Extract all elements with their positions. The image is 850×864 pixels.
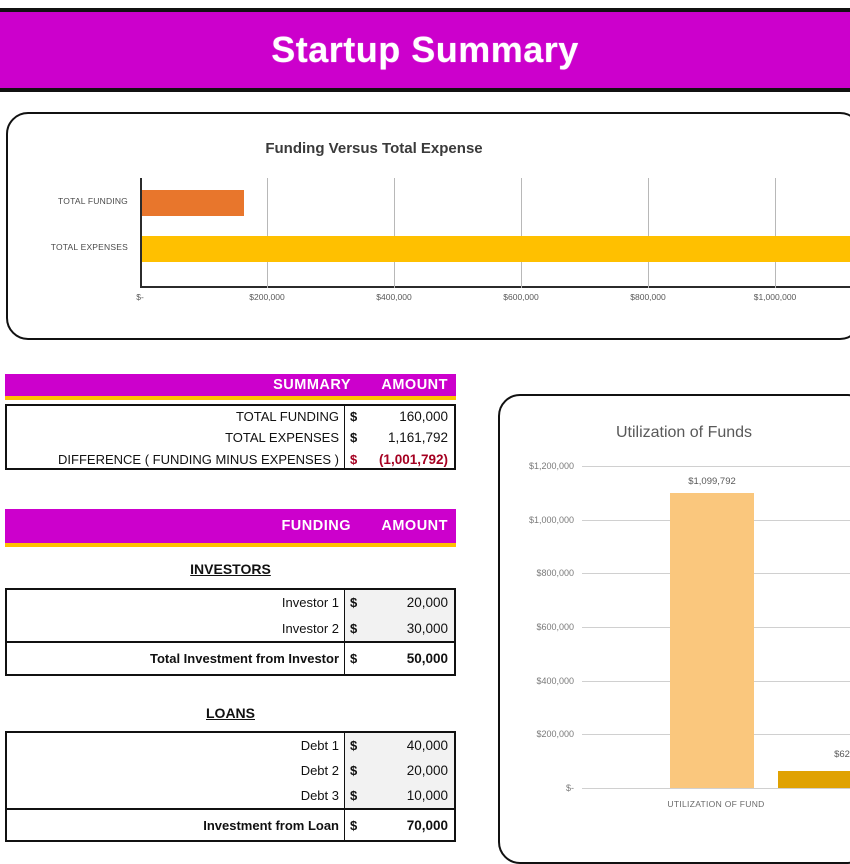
funding-versus-expense-chart-title: Funding Versus Total Expense xyxy=(265,140,483,157)
summary-row-currency: $ xyxy=(344,427,366,448)
loan-row-currency: $ xyxy=(344,733,366,758)
ytick-200000: $200,000 xyxy=(536,729,574,740)
investor-row-currency: $ xyxy=(344,615,366,641)
loans-total-amount: 70,000 xyxy=(406,817,448,833)
table-row: Investor 1 $ 20,000 xyxy=(7,590,454,615)
funding-header-amount: AMOUNT xyxy=(381,518,448,534)
ytick-400000: $400,000 xyxy=(536,675,574,686)
xtick-400000: $400,000 xyxy=(376,292,412,302)
investors-section-heading-wrap: INVESTORS xyxy=(5,561,456,579)
ytick-0: $- xyxy=(565,783,574,793)
table-row-total: Total Investment from Investor $ 50,000 xyxy=(7,641,454,674)
column-label-2: $62,0 xyxy=(834,749,850,760)
bar-row-total-expenses xyxy=(140,236,850,262)
loans-total-label: Investment from Loan xyxy=(203,817,339,833)
investors-table: Investor 1 $ 20,000 Investor 2 $ 30,000 … xyxy=(5,588,456,676)
utilization-of-funds-chart-card: Utilization of Funds $1,200,000 $1,000,0… xyxy=(498,394,850,864)
investors-section-heading: INVESTORS xyxy=(190,561,271,577)
gridline-1000000 xyxy=(775,178,776,288)
investors-total-amount: 50,000 xyxy=(406,651,448,666)
table-row: TOTAL FUNDING $ 160,000 xyxy=(7,406,454,427)
loans-table: Debt 1 $ 40,000 Debt 2 $ 20,000 Debt 3 $… xyxy=(5,731,456,842)
summary-row-amount: (1,001,792) xyxy=(378,451,448,467)
ytick-1000000: $1,000,000 xyxy=(528,514,574,525)
investor-row-amount: 30,000 xyxy=(366,615,454,641)
summary-row-label: DIFFERENCE ( FUNDING MINUS EXPENSES ) xyxy=(58,451,339,467)
summary-row-currency: $ xyxy=(344,406,366,427)
value-axis-line xyxy=(140,178,142,288)
xtick-0: $- xyxy=(136,292,144,302)
loans-section-heading: LOANS xyxy=(206,705,255,721)
loan-row-amount: 10,000 xyxy=(366,783,454,808)
funding-header-label: FUNDING xyxy=(281,518,351,534)
table-row: Investor 2 $ 30,000 xyxy=(7,615,454,641)
xtick-200000: $200,000 xyxy=(249,292,285,302)
category-axis-line xyxy=(140,286,850,288)
summary-row-currency: $ xyxy=(344,448,366,470)
category-label-total-funding: TOTAL FUNDING xyxy=(58,196,128,206)
loan-row-label: Debt 3 xyxy=(300,788,339,803)
gridline-400000 xyxy=(394,178,395,288)
category-label-total-expenses: TOTAL EXPENSES xyxy=(50,242,128,252)
loans-total-currency: $ xyxy=(344,810,366,840)
investors-total-currency: $ xyxy=(344,643,366,674)
loan-row-label: Debt 1 xyxy=(300,738,339,753)
table-row: TOTAL EXPENSES $ 1,161,792 xyxy=(7,427,454,448)
table-row: Debt 3 $ 10,000 xyxy=(7,783,454,808)
table-row: Debt 1 $ 40,000 xyxy=(7,733,454,758)
gridline-600000 xyxy=(521,178,522,288)
page-title-banner: Startup Summary xyxy=(0,8,850,92)
loan-row-amount: 20,000 xyxy=(366,758,454,783)
investor-row-currency: $ xyxy=(344,590,366,615)
summary-header-amount: AMOUNT xyxy=(381,377,448,393)
summary-header-label: SUMMARY xyxy=(273,377,351,393)
page-title: Startup Summary xyxy=(271,29,579,70)
bar-total-funding xyxy=(142,190,244,216)
gridline-1200000: $1,200,000 xyxy=(529,461,850,471)
investor-row-label: Investor 2 xyxy=(281,620,339,636)
investor-row-amount: 20,000 xyxy=(366,590,454,615)
table-row-total: Investment from Loan $ 70,000 xyxy=(7,808,454,840)
xtick-1000000: $1,000,000 xyxy=(753,292,797,302)
column-utilization-of-fund xyxy=(670,493,754,788)
loan-row-label: Debt 2 xyxy=(300,763,339,778)
xtick-800000: $800,000 xyxy=(630,292,666,302)
utilization-of-funds-plot-area: $1,200,000 $1,000,000 $800,000 $600,000 … xyxy=(529,461,850,809)
investors-total-label: Total Investment from Investor xyxy=(149,651,339,666)
summary-row-amount: 160,000 xyxy=(399,409,448,424)
utilization-of-funds-chart-title: Utilization of Funds xyxy=(615,424,753,441)
loan-row-amount: 40,000 xyxy=(366,733,454,758)
loans-section-heading-wrap: LOANS xyxy=(5,705,456,723)
summary-table: TOTAL FUNDING $ 160,000 TOTAL EXPENSES $… xyxy=(5,404,456,470)
column-label-1: $1,099,792 xyxy=(688,476,736,487)
loan-row-currency: $ xyxy=(344,783,366,808)
gridline-200000 xyxy=(267,178,268,288)
ytick-600000: $600,000 xyxy=(536,622,574,632)
summary-row-label: TOTAL EXPENSES xyxy=(225,430,339,445)
summary-table-header: SUMMARY AMOUNT xyxy=(5,374,456,400)
ytick-1200000: $1,200,000 xyxy=(528,461,574,471)
column-second-clipped xyxy=(778,771,850,788)
loan-row-currency: $ xyxy=(344,758,366,783)
bar-row-total-funding xyxy=(140,190,850,216)
gridline-800000 xyxy=(648,178,649,288)
ytick-800000: $800,000 xyxy=(536,568,574,579)
table-row: DIFFERENCE ( FUNDING MINUS EXPENSES ) $ … xyxy=(7,448,454,470)
bar-total-expenses xyxy=(142,236,850,262)
funding-versus-expense-plot-area: TOTAL FUNDING TOTAL EXPENSES $- $200,000… xyxy=(51,178,850,302)
gridline-0: $- xyxy=(566,783,850,793)
funding-table-header: FUNDING AMOUNT xyxy=(5,509,456,547)
investor-row-label: Investor 1 xyxy=(281,595,339,610)
xtick-600000: $600,000 xyxy=(503,292,539,302)
x-axis-category-label: UTILIZATION OF FUND xyxy=(667,799,765,809)
summary-row-label: TOTAL FUNDING xyxy=(235,409,339,424)
summary-row-amount: 1,161,792 xyxy=(387,430,448,445)
funding-versus-expense-chart-card: Funding Versus Total Expense TOTAL FUNDI… xyxy=(6,112,850,340)
table-row: Debt 2 $ 20,000 xyxy=(7,758,454,783)
